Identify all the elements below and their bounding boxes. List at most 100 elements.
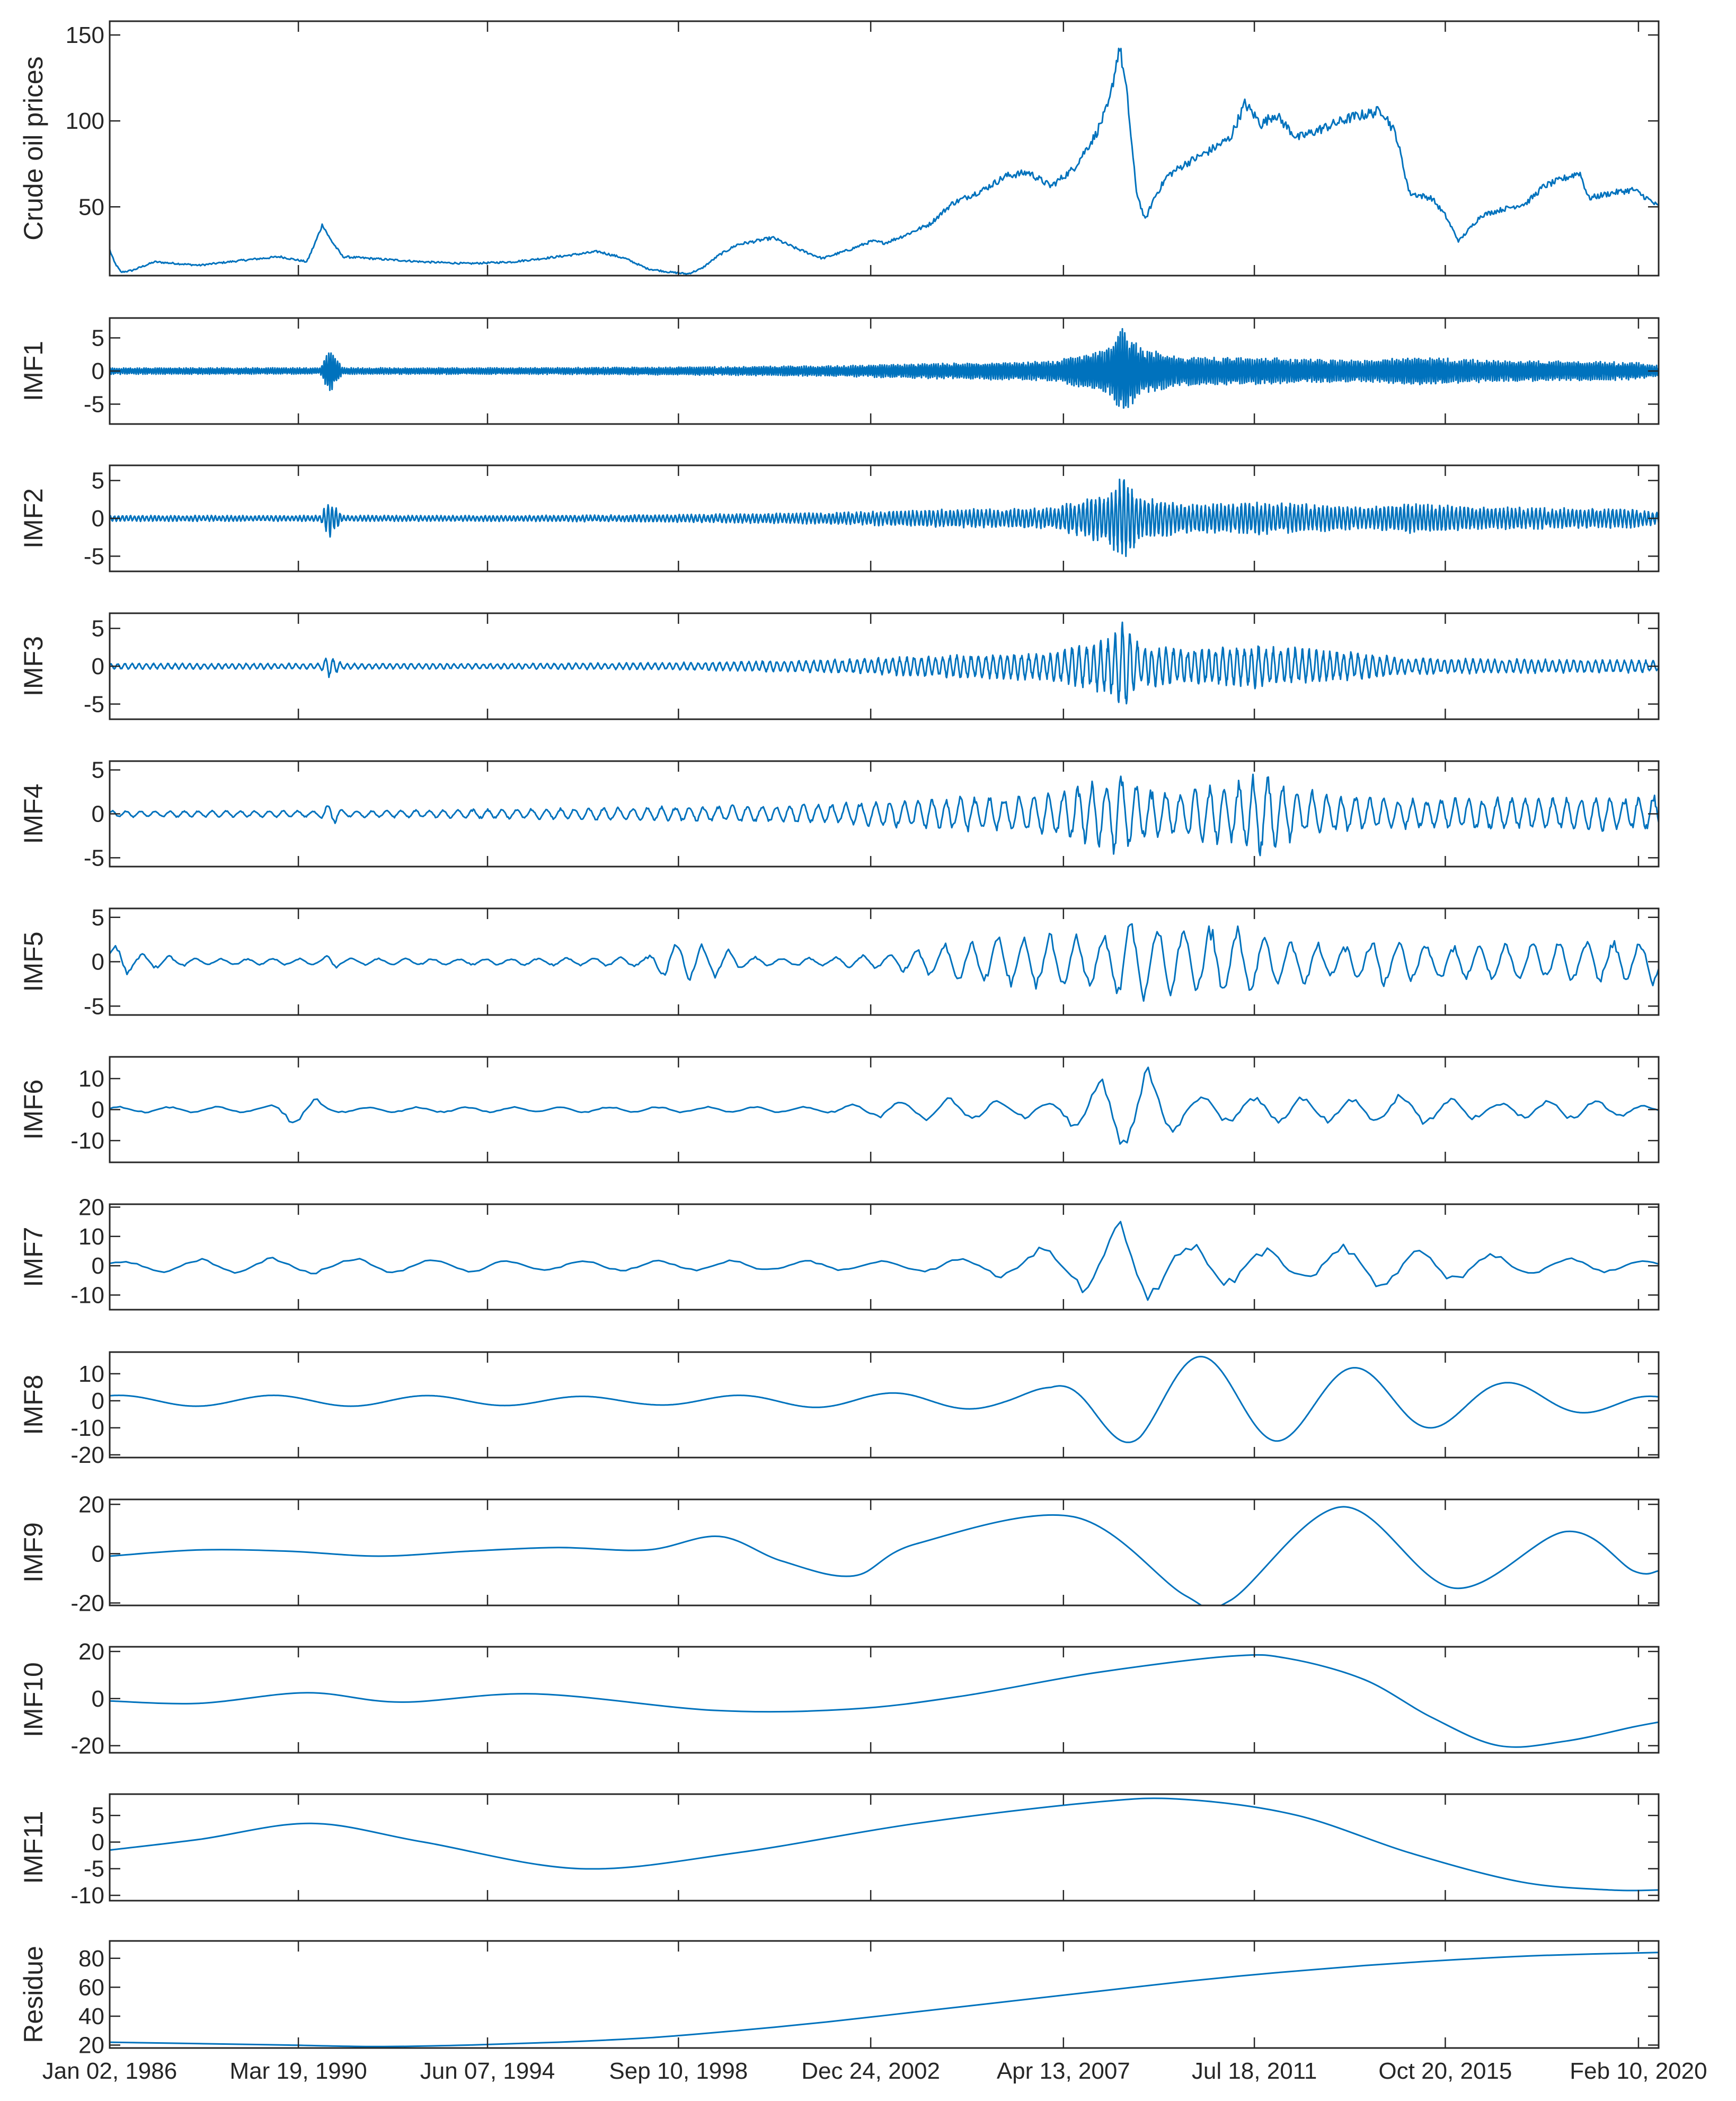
x-tick-label: Dec 24, 2002 [801,2058,940,2084]
y-axis-label: IMF10 [19,1662,48,1737]
axes-box [109,1498,1660,1606]
series-line-imf11 [110,1797,1659,1892]
shared-x-axis: Jan 02, 1986 Mar 19, 1990 Jun 07, 1994 Sep … [42,2058,1707,2084]
y-tick-label: -10 [70,1128,104,1154]
y-tick-label: -5 [84,392,104,418]
x-tick-label: Jun 07, 1994 [420,2058,555,2084]
y-tick-label: 20 [78,2033,104,2059]
panel-imf5: -5 0 5 IMF5 [19,905,1660,1019]
y-axis-label: IMF11 [19,1811,48,1884]
series-line-imf1 [110,328,1659,409]
plot-area [110,1204,1659,1310]
y-tick-label: 40 [78,2003,104,2029]
y-tick-label: 20 [78,1639,104,1665]
y-tick-label: 5 [92,757,104,783]
y-tick-label: 5 [92,1803,104,1829]
plot-area [110,1057,1659,1162]
plot-area [110,1647,1659,1753]
plot-area [110,1352,1659,1458]
y-tick-label: 150 [66,22,104,48]
plot-area [110,761,1659,867]
y-tick-label: -5 [84,543,104,569]
y-tick-label: -10 [70,1415,104,1441]
y-tick-label: 60 [78,1974,104,2000]
panel-imf4: -5 0 5 IMF4 [19,757,1660,871]
y-axis-label: Crude oil prices [19,56,48,240]
y-tick-label: 20 [78,1491,104,1517]
plot-area [110,1499,1659,1605]
y-tick-label: 5 [92,616,104,642]
y-axis-label: IMF9 [19,1522,48,1583]
axes-box [109,317,1660,425]
y-tick-label: 0 [92,358,104,384]
x-tick-label: Apr 13, 2007 [997,2058,1130,2084]
plot-area [110,21,1659,276]
plot-area [110,1794,1659,1901]
axes-box [109,1056,1660,1163]
series-line-imf6 [110,1066,1659,1145]
series-line-imf2 [110,479,1659,557]
axes-box [109,1203,1660,1311]
x-tick-label: Feb 10, 2020 [1570,2058,1707,2084]
x-tick-label: Mar 19, 1990 [229,2058,367,2084]
series-line-crude_oil [110,47,1659,275]
y-axis-label: IMF5 [19,932,48,992]
y-tick-label: 0 [92,1097,104,1123]
panel-crude_oil: 50 100 150 Crude oil prices [19,20,1660,277]
axes-box [109,1940,1660,2049]
y-tick-label: 0 [92,506,104,532]
panel-imf11: -10-505 IMF11 [19,1793,1660,1909]
y-tick-label: -5 [84,691,104,717]
y-tick-label: -10 [70,1883,104,1909]
axes-box [109,1793,1660,1902]
y-tick-label: 5 [92,468,104,494]
y-tick-label: 5 [92,905,104,931]
series-line-imf7 [110,1221,1659,1301]
y-tick-label: 0 [92,1829,104,1855]
y-tick-label: 0 [92,949,104,975]
y-axis-label: IMF7 [19,1227,48,1287]
y-tick-label: 20 [78,1195,104,1221]
panel-imf3: -5 0 5 IMF3 [19,612,1660,720]
y-axis-label: IMF8 [19,1375,48,1435]
y-axis-label: IMF1 [19,341,48,401]
y-tick-label: 5 [92,325,104,351]
x-tick-label: Jan 02, 1986 [42,2058,177,2084]
y-axis-label: IMF6 [19,1080,48,1140]
y-axis-label: IMF3 [19,636,48,696]
series-line-imf5 [110,923,1659,1002]
series-line-imf9 [110,1506,1659,1605]
series-line-imf10 [110,1654,1659,1748]
axes-box [109,907,1660,1016]
y-tick-label: -5 [84,845,104,871]
y-axis-label: IMF2 [19,488,48,549]
y-tick-label: -5 [84,1856,104,1882]
panel-imf10: -20 0 20 IMF10 [19,1639,1660,1759]
y-tick-label: 0 [92,801,104,827]
y-tick-label: -20 [70,1442,104,1468]
y-tick-label: -10 [70,1282,104,1308]
panel-imf2: -5 0 5 IMF2 [19,464,1660,572]
y-tick-label: 10 [78,1224,104,1250]
axes-box [109,20,1660,277]
panel-imf9: -20 0 20 IMF9 [19,1491,1660,1616]
y-tick-label: 100 [66,108,104,134]
y-tick-label: 10 [78,1066,104,1092]
x-tick-label: Oct 20, 2015 [1378,2058,1512,2084]
series-line-residue [110,1952,1659,2047]
axes-box [109,464,1660,572]
axes-box [109,1646,1660,1754]
y-tick-label: 50 [78,194,104,220]
y-tick-label: -5 [84,993,104,1019]
plot-area [110,1941,1659,2048]
panel-imf6: -10 0 10 IMF6 [19,1056,1660,1163]
axes-box [109,1351,1660,1459]
y-tick-label: 0 [92,1388,104,1414]
y-tick-label: 0 [92,1541,104,1567]
plot-area [110,908,1659,1015]
y-axis-label: IMF4 [19,784,48,844]
y-tick-label: 10 [78,1361,104,1387]
